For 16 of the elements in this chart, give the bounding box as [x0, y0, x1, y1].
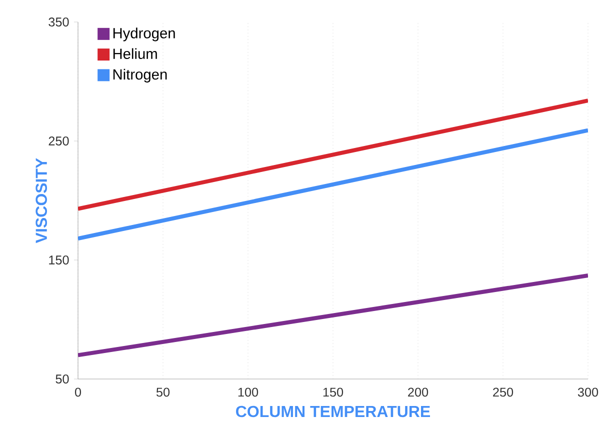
y-tick-label: 150: [49, 256, 69, 264]
x-tick-label: 50: [156, 388, 170, 397]
x-tick-label: 150: [323, 388, 344, 397]
x-tick-label: 0: [74, 388, 82, 397]
legend-label: Helium: [113, 48, 157, 60]
y-axis-title: VISCOSITY: [36, 158, 47, 244]
y-tick-label: 250: [48, 136, 69, 146]
x-tick-label: 300: [578, 388, 598, 397]
y-tick-label: 50: [56, 374, 69, 384]
x-tick-label: 250: [493, 388, 514, 397]
y-tick-label: 350: [48, 18, 69, 26]
x-axis-title: COLUMN TEMPERATURE: [236, 406, 430, 418]
legend-label: Nitrogen: [113, 68, 167, 83]
x-tick-label: 100: [238, 388, 258, 397]
legend-label: Hydrogen: [113, 28, 175, 42]
x-tick-label: 200: [408, 388, 428, 397]
